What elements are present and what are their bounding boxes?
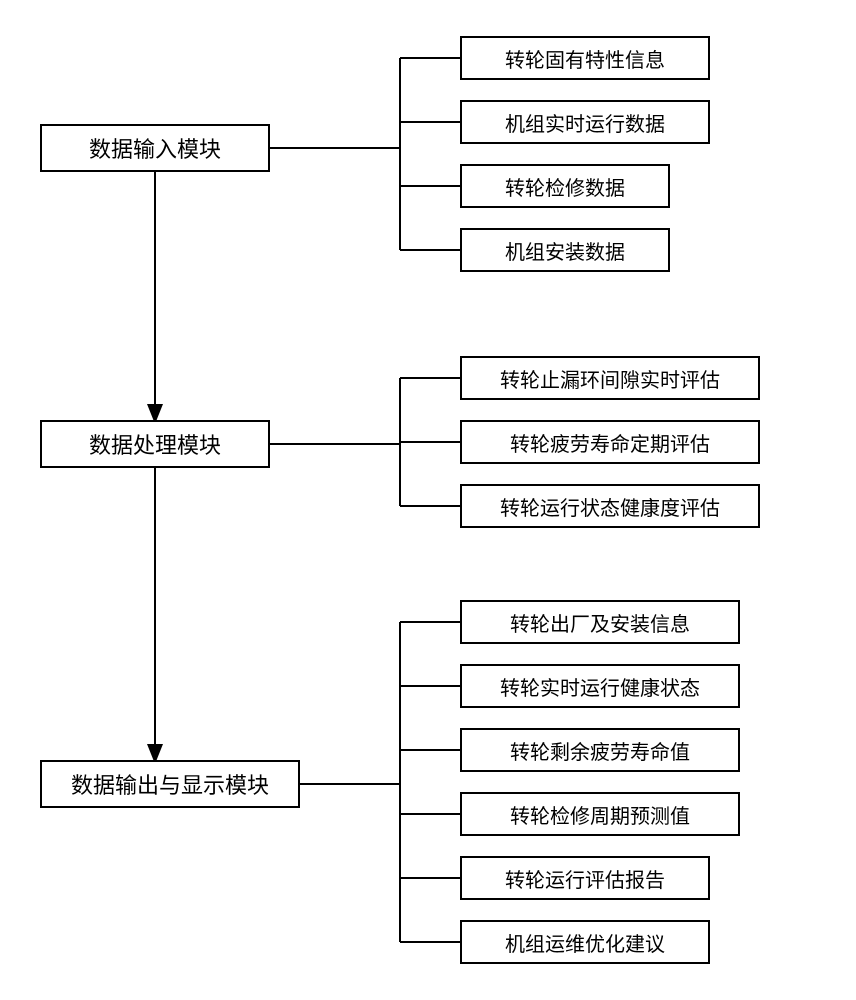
node-label: 转轮运行状态健康度评估 bbox=[500, 492, 720, 521]
node-c34: 转轮检修周期预测值 bbox=[460, 792, 740, 836]
node-label: 数据输入模块 bbox=[89, 132, 221, 164]
node-c11: 转轮固有特性信息 bbox=[460, 36, 710, 80]
node-label: 转轮出厂及安装信息 bbox=[510, 608, 690, 637]
node-label: 机组运维优化建议 bbox=[505, 928, 665, 957]
node-c22: 转轮疲劳寿命定期评估 bbox=[460, 420, 760, 464]
node-c32: 转轮实时运行健康状态 bbox=[460, 664, 740, 708]
node-c31: 转轮出厂及安装信息 bbox=[460, 600, 740, 644]
node-c13: 转轮检修数据 bbox=[460, 164, 670, 208]
node-label: 转轮疲劳寿命定期评估 bbox=[510, 428, 710, 457]
node-label: 机组实时运行数据 bbox=[505, 108, 665, 137]
node-c14: 机组安装数据 bbox=[460, 228, 670, 272]
node-label: 转轮运行评估报告 bbox=[505, 864, 665, 893]
node-m1: 数据输入模块 bbox=[40, 124, 270, 172]
node-m2: 数据处理模块 bbox=[40, 420, 270, 468]
node-c36: 机组运维优化建议 bbox=[460, 920, 710, 964]
node-label: 转轮止漏环间隙实时评估 bbox=[500, 364, 720, 393]
node-label: 转轮实时运行健康状态 bbox=[500, 672, 700, 701]
node-label: 数据处理模块 bbox=[89, 428, 221, 460]
node-c12: 机组实时运行数据 bbox=[460, 100, 710, 144]
node-label: 数据输出与显示模块 bbox=[71, 768, 269, 800]
node-label: 转轮检修周期预测值 bbox=[510, 800, 690, 829]
node-c35: 转轮运行评估报告 bbox=[460, 856, 710, 900]
node-c23: 转轮运行状态健康度评估 bbox=[460, 484, 760, 528]
node-m3: 数据输出与显示模块 bbox=[40, 760, 300, 808]
node-label: 转轮固有特性信息 bbox=[505, 44, 665, 73]
node-c21: 转轮止漏环间隙实时评估 bbox=[460, 356, 760, 400]
node-label: 转轮剩余疲劳寿命值 bbox=[510, 736, 690, 765]
node-c33: 转轮剩余疲劳寿命值 bbox=[460, 728, 740, 772]
node-label: 转轮检修数据 bbox=[505, 172, 625, 201]
node-label: 机组安装数据 bbox=[505, 236, 625, 265]
